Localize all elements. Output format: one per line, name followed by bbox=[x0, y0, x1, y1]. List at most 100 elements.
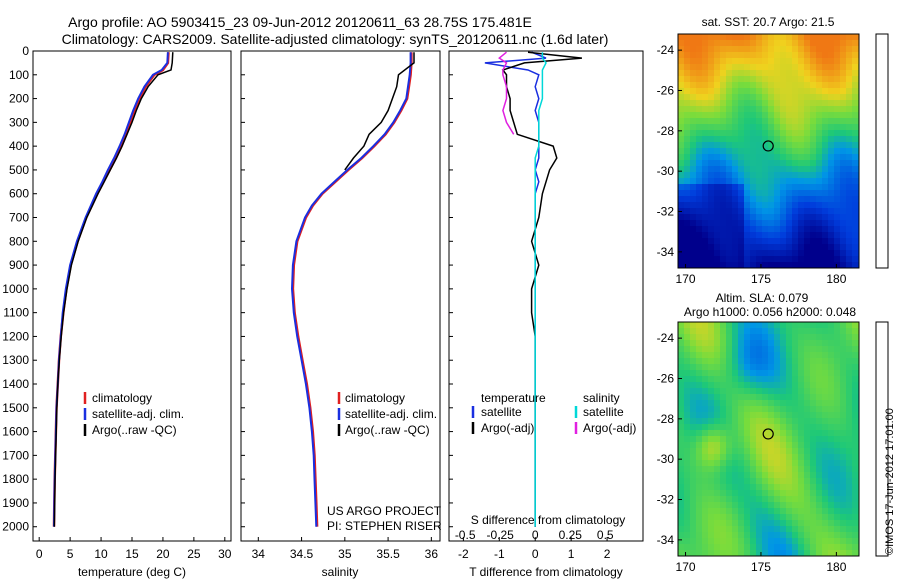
map-cell bbox=[678, 148, 685, 155]
map-cell bbox=[732, 424, 739, 431]
map-cell bbox=[744, 448, 751, 455]
map-cell bbox=[684, 394, 691, 401]
map-cell bbox=[750, 406, 757, 413]
map-cell bbox=[684, 550, 691, 556]
map-cell bbox=[792, 478, 799, 485]
map-cell bbox=[696, 190, 703, 197]
map-cell bbox=[738, 82, 745, 89]
map-cell bbox=[834, 250, 841, 257]
map-cell bbox=[726, 394, 733, 401]
map-cell bbox=[714, 196, 721, 203]
map-cell bbox=[786, 142, 793, 149]
map-cell bbox=[780, 412, 787, 419]
map-cell bbox=[756, 526, 763, 533]
map-cell bbox=[804, 226, 811, 233]
map-cell bbox=[840, 460, 847, 467]
map-cell bbox=[774, 214, 781, 221]
map-cell bbox=[720, 376, 727, 383]
map-cell bbox=[762, 196, 769, 203]
map-cell bbox=[702, 106, 709, 113]
map-cell bbox=[678, 520, 685, 527]
map-cell bbox=[792, 424, 799, 431]
map-cell bbox=[714, 100, 721, 107]
map-cell bbox=[762, 88, 769, 95]
map-cell bbox=[798, 154, 805, 161]
map-cell bbox=[708, 424, 715, 431]
map-cell bbox=[834, 76, 841, 83]
map-cell bbox=[720, 364, 727, 371]
map-cell bbox=[828, 466, 835, 473]
map-cell bbox=[702, 448, 709, 455]
map-cell bbox=[732, 34, 739, 41]
map-cell bbox=[852, 94, 859, 101]
map-cell bbox=[816, 34, 823, 41]
map-cell bbox=[828, 220, 835, 227]
map-cell bbox=[834, 550, 841, 556]
map-cell bbox=[846, 496, 853, 503]
map-cell bbox=[834, 238, 841, 245]
map-cell bbox=[690, 376, 697, 383]
map-cell bbox=[726, 202, 733, 209]
map-cell bbox=[726, 58, 733, 65]
map-cell bbox=[684, 238, 691, 245]
map-cell bbox=[786, 502, 793, 509]
map-cell bbox=[828, 412, 835, 419]
map-cell bbox=[810, 244, 817, 251]
map-cell bbox=[834, 544, 841, 551]
map-cell bbox=[762, 466, 769, 473]
map-cell bbox=[696, 520, 703, 527]
map-cell bbox=[828, 484, 835, 491]
map-cell bbox=[684, 478, 691, 485]
map-cell bbox=[828, 400, 835, 407]
map-cell bbox=[684, 76, 691, 83]
map-cell bbox=[714, 178, 721, 185]
map-cell bbox=[840, 244, 847, 251]
map-cell bbox=[690, 40, 697, 47]
map-cell bbox=[852, 208, 859, 215]
map-cell bbox=[720, 370, 727, 377]
map-cell bbox=[816, 172, 823, 179]
map-cell bbox=[768, 364, 775, 371]
map-cell bbox=[840, 490, 847, 497]
temperature-xlabel: temperature (deg C) bbox=[78, 565, 186, 579]
map-cell bbox=[750, 436, 757, 443]
map-cell bbox=[774, 262, 781, 268]
map-cell bbox=[744, 478, 751, 485]
series-line bbox=[52, 52, 170, 527]
map-cell bbox=[786, 220, 793, 227]
map-cell bbox=[708, 394, 715, 401]
map-cell bbox=[822, 436, 829, 443]
sla-map-subtitle: Argo h1000: 0.056 h2000: 0.048 bbox=[684, 305, 856, 319]
map-cell bbox=[780, 400, 787, 407]
map-cell bbox=[708, 328, 715, 335]
map-cell bbox=[684, 118, 691, 125]
map-cell bbox=[840, 544, 847, 551]
map-cell bbox=[846, 172, 853, 179]
map-cell bbox=[816, 244, 823, 251]
map-cell bbox=[816, 484, 823, 491]
map-cell bbox=[792, 40, 799, 47]
map-cell bbox=[726, 502, 733, 509]
map-cell bbox=[768, 214, 775, 221]
map-cell bbox=[786, 400, 793, 407]
map-cell bbox=[810, 94, 817, 101]
map-cell bbox=[828, 232, 835, 239]
map-cell bbox=[840, 364, 847, 371]
map-cell bbox=[846, 112, 853, 119]
map-cell bbox=[696, 178, 703, 185]
map-cell bbox=[678, 256, 685, 263]
map-cell bbox=[750, 244, 757, 251]
map-cell bbox=[774, 46, 781, 53]
map-cell bbox=[810, 340, 817, 347]
map-cell bbox=[708, 544, 715, 551]
map-cell bbox=[702, 40, 709, 47]
map-cell bbox=[684, 424, 691, 431]
map-cell bbox=[750, 538, 757, 545]
map-cell bbox=[774, 544, 781, 551]
map-cell bbox=[804, 490, 811, 497]
map-cell bbox=[780, 70, 787, 77]
map-cell bbox=[846, 136, 853, 143]
map-cell bbox=[828, 514, 835, 521]
map-cell bbox=[720, 256, 727, 263]
map-cell bbox=[840, 376, 847, 383]
